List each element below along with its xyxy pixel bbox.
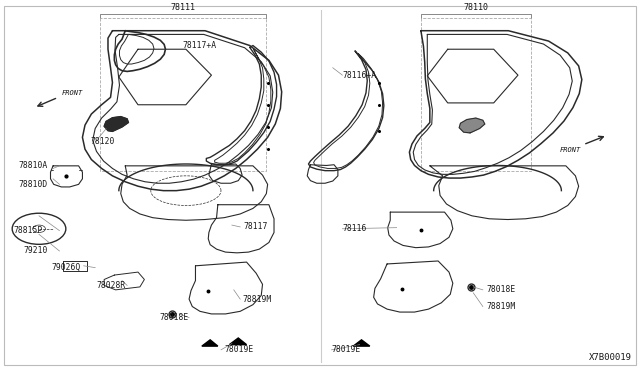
Text: FRONT: FRONT xyxy=(61,90,83,96)
Text: 78815P: 78815P xyxy=(13,226,43,235)
Text: 78018E: 78018E xyxy=(159,313,188,322)
Polygon shape xyxy=(460,118,484,133)
Text: 78810A: 78810A xyxy=(19,161,48,170)
Text: 78111: 78111 xyxy=(170,3,195,12)
Text: 78018E: 78018E xyxy=(486,285,515,294)
Text: 78810D: 78810D xyxy=(19,180,48,189)
Polygon shape xyxy=(229,338,246,344)
Text: 78120: 78120 xyxy=(90,137,115,146)
Text: 78019E: 78019E xyxy=(332,345,361,355)
Text: 79026Q: 79026Q xyxy=(52,263,81,272)
Text: 79210: 79210 xyxy=(23,247,47,256)
Polygon shape xyxy=(202,340,218,346)
Text: 78019E: 78019E xyxy=(224,345,253,355)
Text: 78819M: 78819M xyxy=(486,302,515,311)
Polygon shape xyxy=(353,340,370,346)
Text: X7B00019: X7B00019 xyxy=(589,353,632,362)
Text: 78116: 78116 xyxy=(342,224,367,233)
Polygon shape xyxy=(104,116,129,131)
Text: 78110: 78110 xyxy=(463,3,488,12)
Text: 78117: 78117 xyxy=(243,222,268,231)
Text: 78117+A: 78117+A xyxy=(182,41,217,50)
Text: 78028R: 78028R xyxy=(97,281,125,290)
Text: 78116+A: 78116+A xyxy=(342,71,376,80)
Text: 78819M: 78819M xyxy=(242,295,271,304)
Text: FRONT: FRONT xyxy=(559,147,580,153)
